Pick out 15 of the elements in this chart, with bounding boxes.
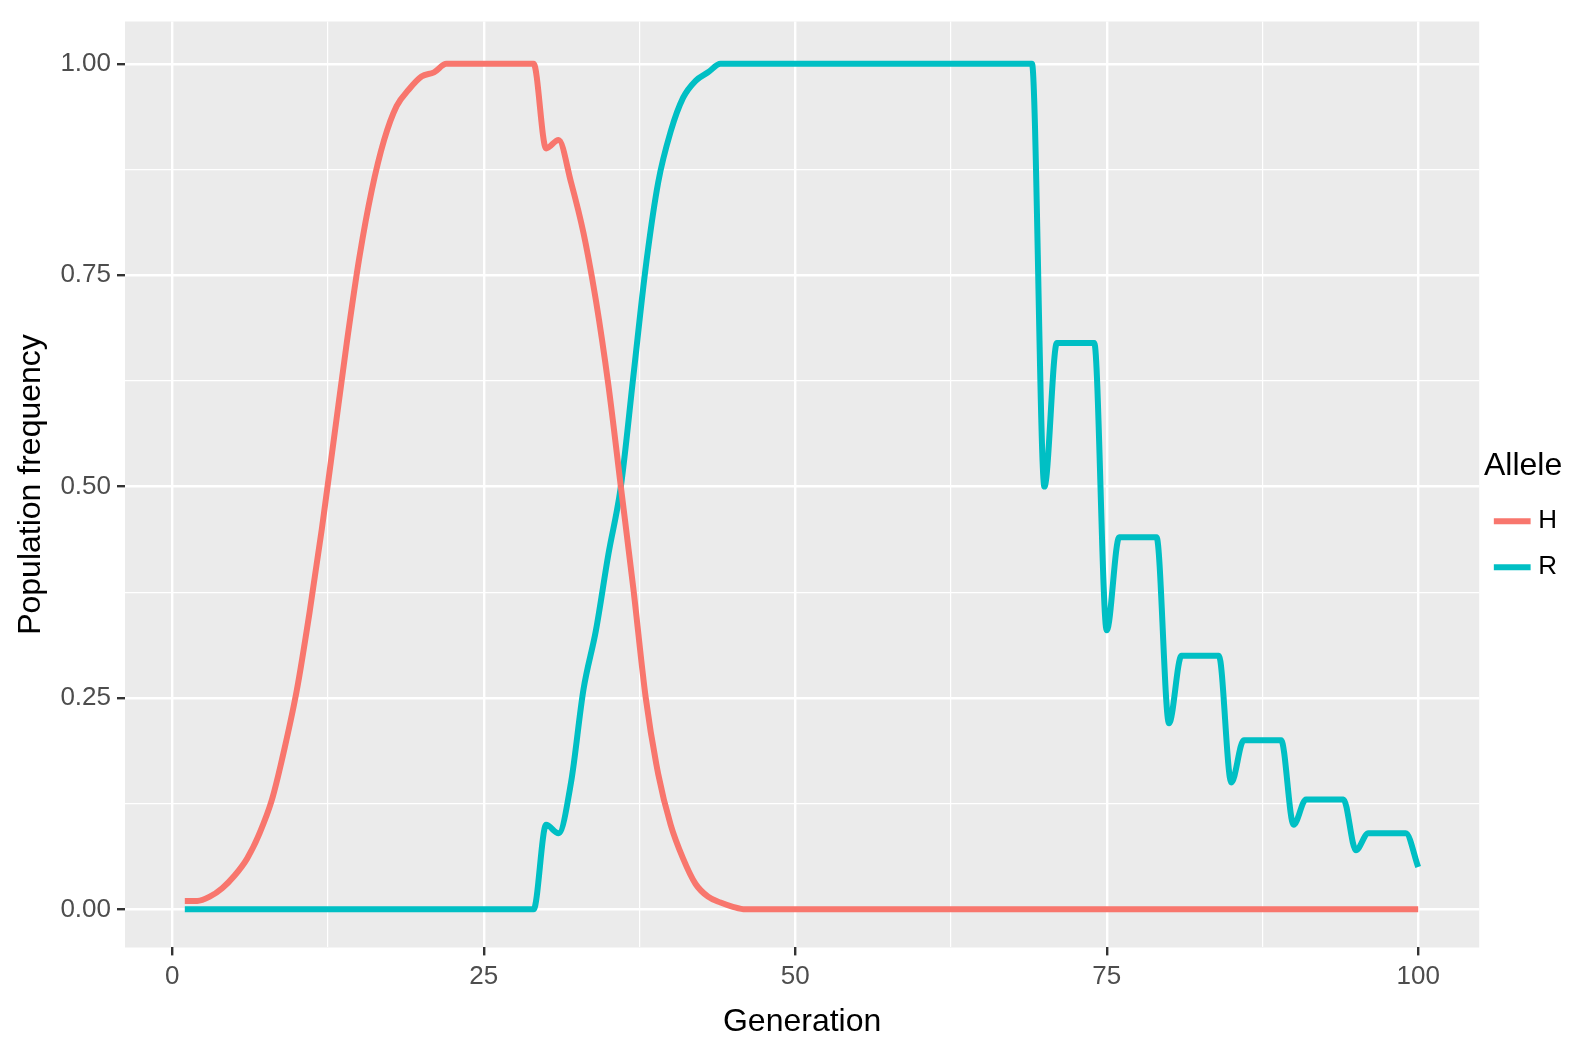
x-tick-label: 0 bbox=[165, 960, 180, 991]
y-tick-label: 0.25 bbox=[60, 681, 111, 712]
legend-title: Allele bbox=[1483, 445, 1563, 482]
x-axis-title: Generation bbox=[722, 1001, 882, 1038]
x-tick-label: 25 bbox=[469, 960, 499, 991]
x-tick-label: 50 bbox=[780, 960, 810, 991]
legend-label: H bbox=[1538, 504, 1557, 535]
y-tick-label: 0.75 bbox=[60, 258, 111, 289]
x-tick-label: 100 bbox=[1396, 960, 1440, 991]
y-axis-title: Population frequency bbox=[11, 334, 48, 635]
y-tick-label: 0.50 bbox=[60, 469, 111, 500]
y-tick-label: 0.00 bbox=[60, 892, 111, 923]
x-tick-label: 75 bbox=[1092, 960, 1122, 991]
legend-label: R bbox=[1538, 550, 1557, 581]
y-tick-label: 1.00 bbox=[60, 47, 111, 78]
